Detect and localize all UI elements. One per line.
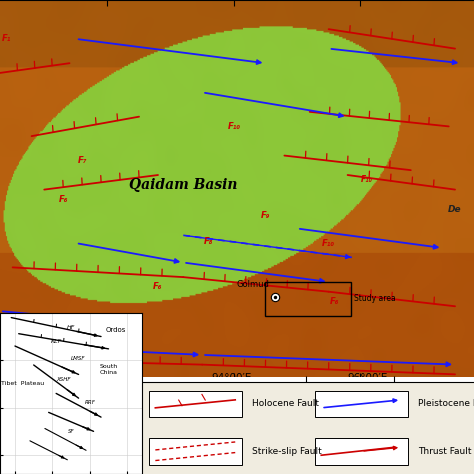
Text: 94°00′E: 94°00′E <box>211 373 252 383</box>
Text: XSHF: XSHF <box>56 377 71 382</box>
Text: SF: SF <box>68 429 74 434</box>
Text: F₁₀: F₁₀ <box>228 122 240 131</box>
Text: RRF: RRF <box>84 401 95 405</box>
Bar <box>315 391 408 417</box>
Text: F₆: F₆ <box>58 195 68 204</box>
Text: F₉: F₉ <box>261 211 270 220</box>
Bar <box>149 391 242 417</box>
Text: South
China: South China <box>100 365 118 375</box>
Text: Pleistocene Fault: Pleistocene Fault <box>418 400 474 408</box>
Text: F₆: F₆ <box>330 297 340 306</box>
Text: 96°00′E: 96°00′E <box>347 373 388 383</box>
Text: Golmud: Golmud <box>237 280 270 289</box>
Text: F₁₀: F₁₀ <box>361 175 373 184</box>
Text: Strike-slip Fault: Strike-slip Fault <box>252 447 321 456</box>
Text: Thrust Fault: Thrust Fault <box>418 447 471 456</box>
Text: F₈: F₈ <box>204 237 213 246</box>
Text: F₇: F₇ <box>77 156 87 165</box>
Text: De: De <box>448 205 462 214</box>
Text: F₆: F₆ <box>153 283 163 292</box>
Text: KLF: KLF <box>51 339 62 344</box>
Text: F₁₀: F₁₀ <box>322 238 335 247</box>
Text: Study area: Study area <box>354 294 396 303</box>
Bar <box>149 438 242 465</box>
Text: Tibet  Plateau: Tibet Plateau <box>1 382 44 386</box>
Text: Holocene Fault: Holocene Fault <box>252 400 319 408</box>
Text: Qaidam Basin: Qaidam Basin <box>129 178 237 192</box>
Bar <box>315 438 408 465</box>
Text: LMSF: LMSF <box>71 356 86 361</box>
Text: HF: HF <box>67 325 75 329</box>
Bar <box>265 282 351 316</box>
Text: F₁: F₁ <box>1 35 11 44</box>
Text: Ordos: Ordos <box>106 327 126 333</box>
